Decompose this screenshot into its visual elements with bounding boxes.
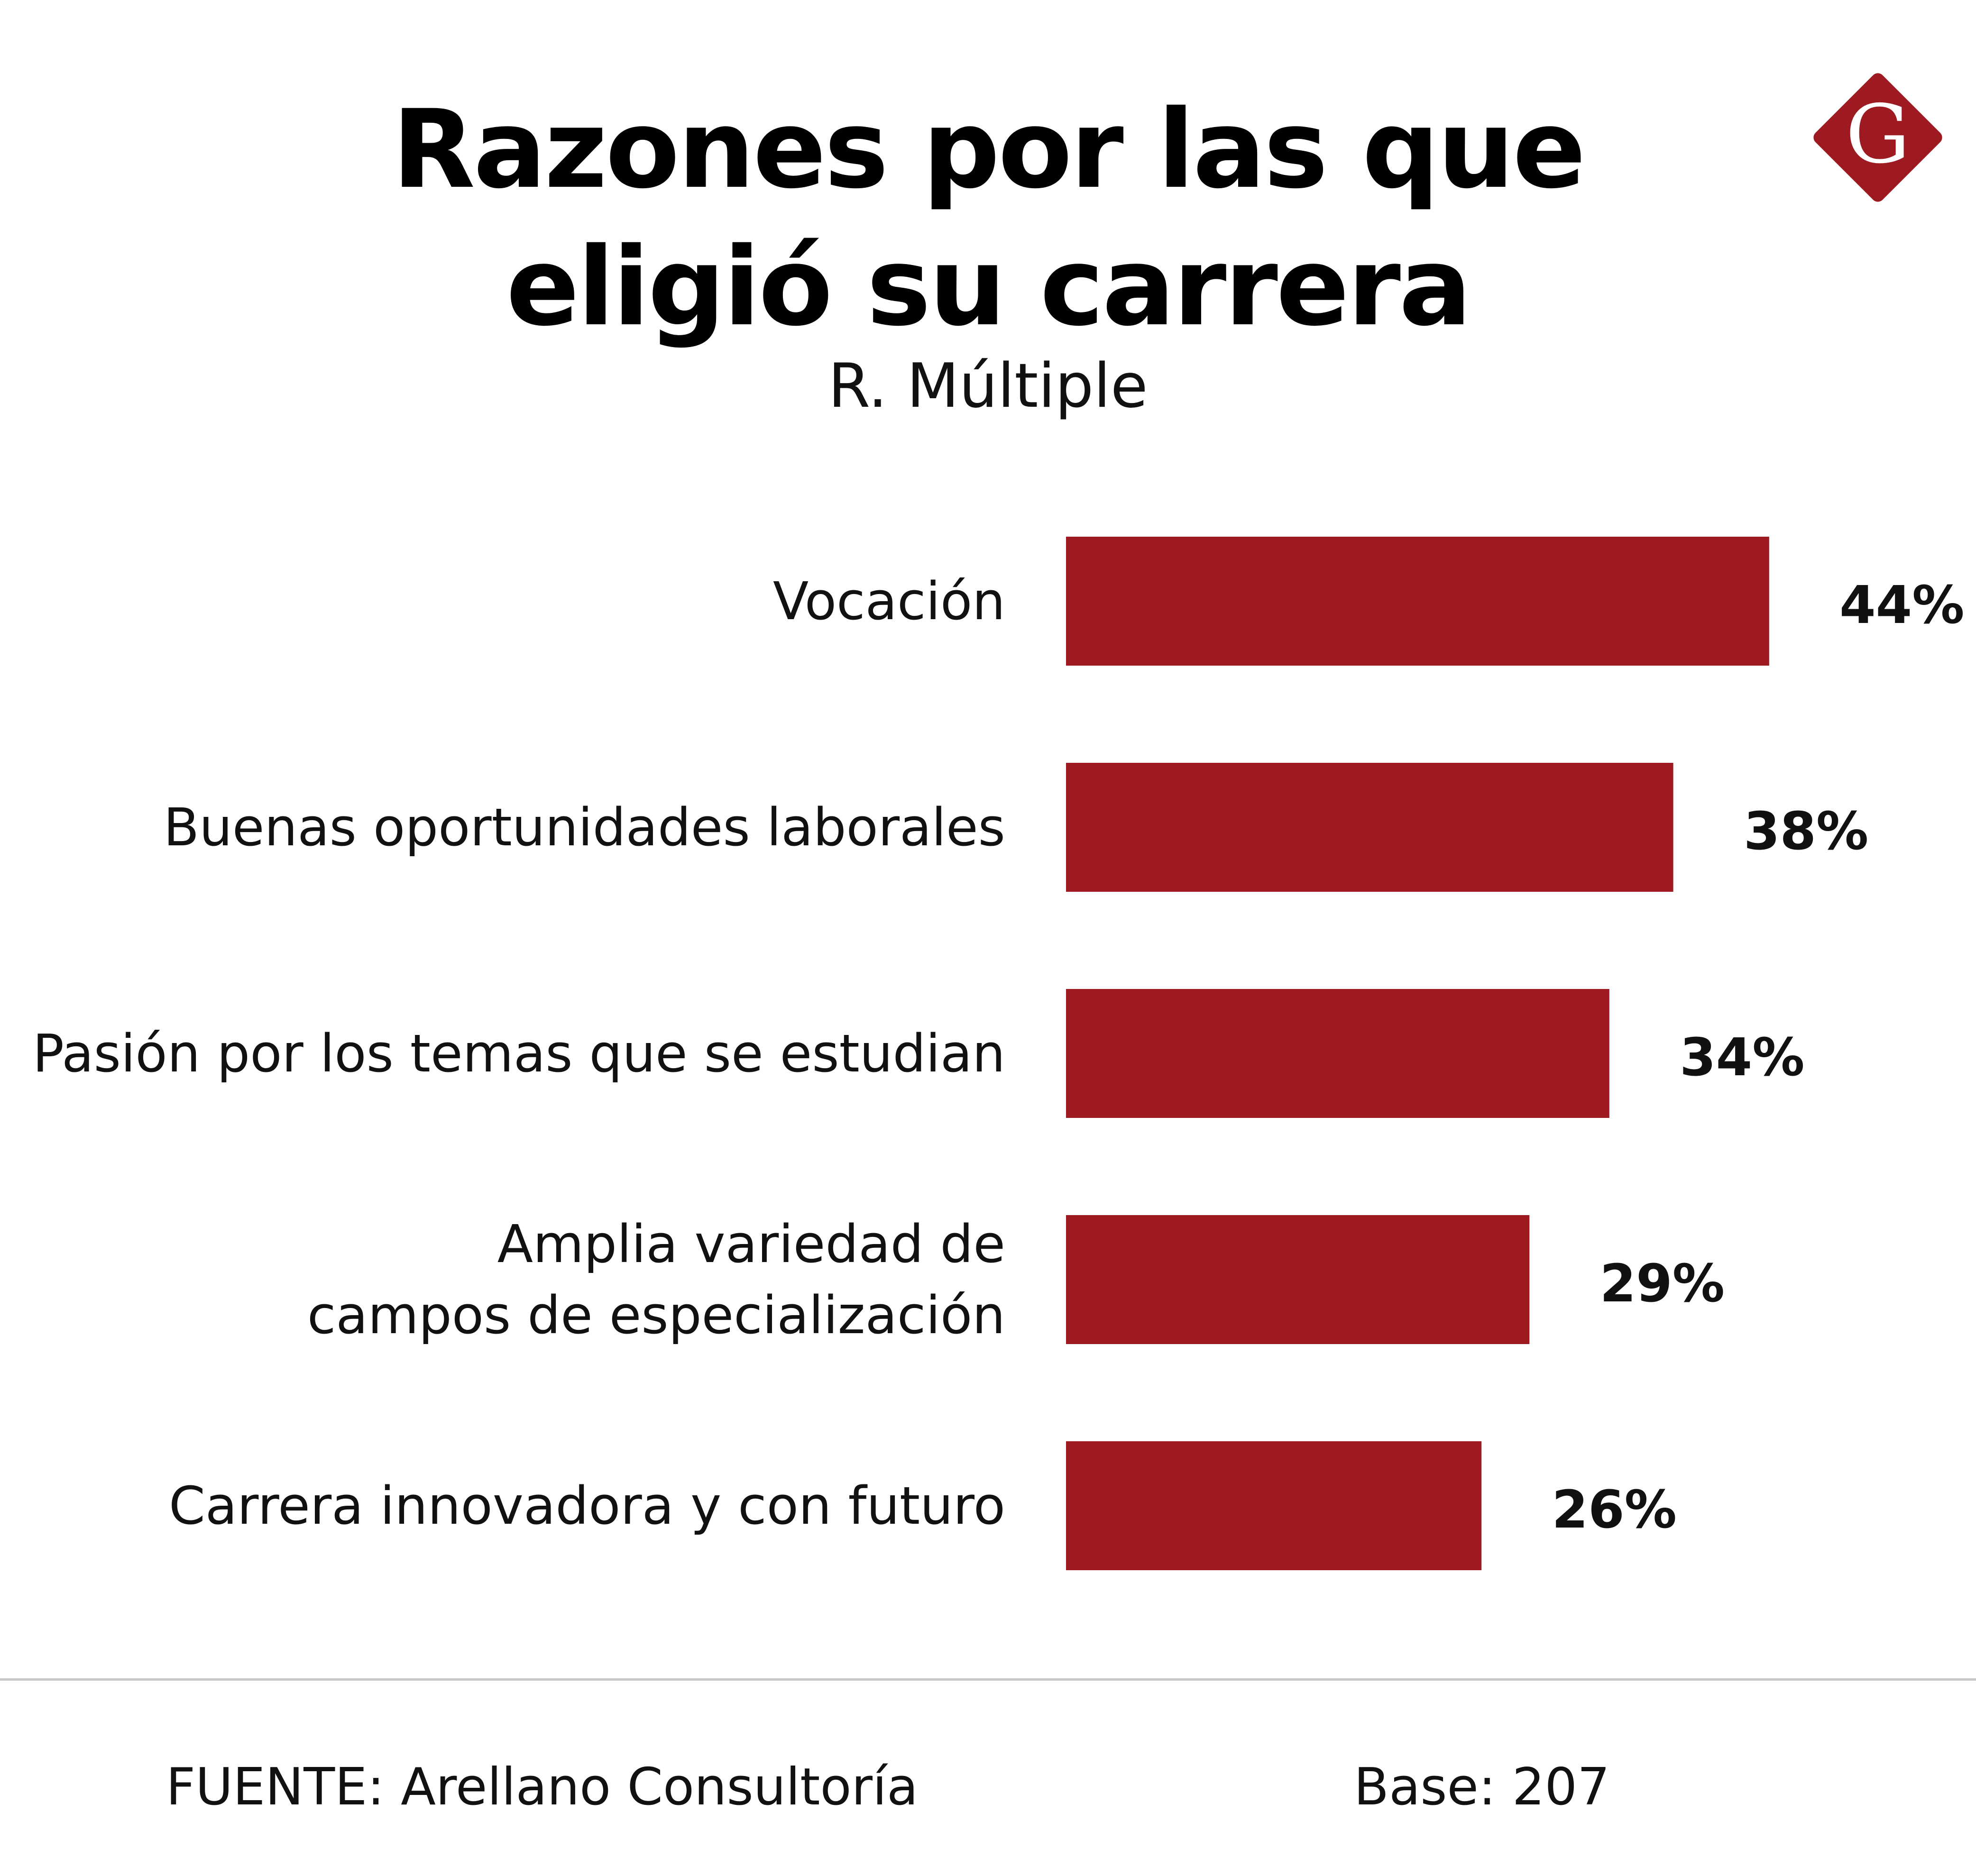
bar [1066,1441,1482,1570]
category-label: campos de especialización [307,1285,1005,1345]
bar-chart: Vocación 44% Buenas oportunidades laborale… [33,537,1964,1570]
data-label: 34% [1680,1027,1804,1088]
data-label: 26% [1552,1479,1677,1540]
logo-letter: G [1846,88,1910,182]
category-label: Buenas oportunidades laborales [164,797,1005,858]
chart-title-line-2: eligió su carrera [506,224,1472,350]
chart-title: Razones por las que eligió su carrera [0,81,1976,356]
chart-title-line-1: Razones por las que [392,86,1586,212]
bar [1066,1215,1530,1344]
footer-divider [0,1678,1976,1681]
bar [1066,989,1609,1118]
category-label: Carrera innovadora y con futuro [169,1475,1005,1536]
data-label: 38% [1744,801,1868,861]
bar [1066,763,1673,892]
data-label: 29% [1600,1253,1725,1314]
category-label: Vocación [773,571,1005,631]
data-label: 44% [1839,575,1964,635]
source-note: FUENTE: Arellano Consultoría [166,1757,919,1817]
sample-base-note: Base: 207 [1354,1757,1610,1817]
chart-subtitle: R. Múltiple [828,351,1148,421]
category-label: Amplia variedad de [497,1214,1005,1274]
brand-logo: G [1813,73,1942,202]
category-label: Pasión por los temas que se estudian [33,1023,1005,1084]
bar [1066,537,1769,666]
logo-diamond [1813,73,1942,202]
